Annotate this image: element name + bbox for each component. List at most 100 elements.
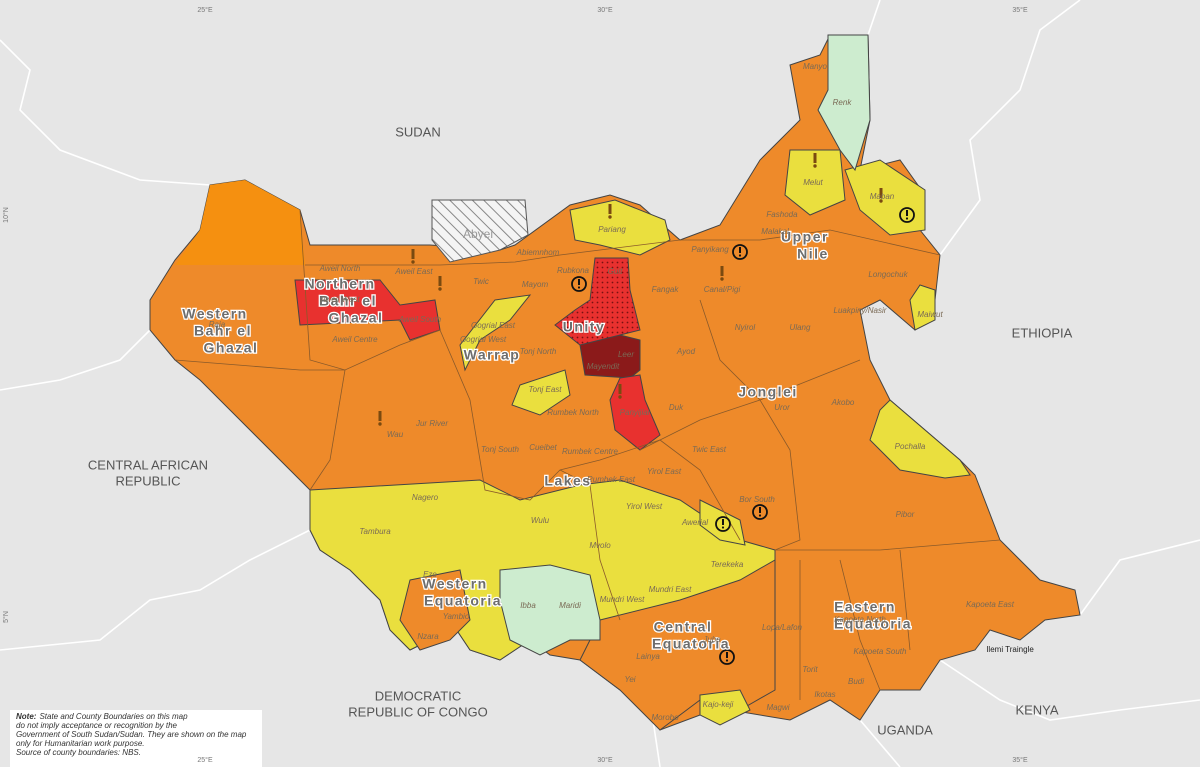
country-label: REPUBLIC (115, 473, 180, 488)
alert-dot (738, 254, 742, 257)
county-label: Mundri West (600, 595, 646, 604)
alert-mark (726, 652, 728, 658)
state-label: Bahr el (194, 323, 252, 339)
note-line: State and County Boundaries on this map (39, 712, 188, 721)
alert-mark (739, 247, 741, 253)
alert-mark (411, 249, 415, 259)
state-label: Northern (304, 276, 375, 292)
region-orange (399, 569, 471, 651)
note-text: Note: State and County Boundaries on this… (16, 712, 188, 721)
county-label: Kapoeta South (854, 647, 907, 656)
county-label: Abiemnhom (516, 248, 560, 257)
alert-dot (720, 277, 724, 281)
county-label: Maridi (559, 601, 581, 610)
county-label: Awerial (681, 518, 708, 527)
state-label: Equatoria (652, 636, 730, 652)
alert-mark (720, 266, 724, 276)
county-label: Tonj East (528, 385, 562, 394)
alert-mark (906, 210, 908, 216)
county-label: Gogrial East (471, 321, 516, 330)
county-label: Jur River (415, 419, 448, 428)
alert-circle (719, 649, 735, 665)
grid-label: 25°E (197, 6, 213, 14)
county-label: Gogrial West (460, 335, 507, 344)
county-label: Raja (209, 320, 226, 329)
note-text: Source of county boundaries: NBS. (16, 748, 141, 757)
region-green (817, 34, 871, 172)
county-label: Melut (803, 178, 823, 187)
county-label: Tambura (359, 527, 391, 536)
county-label: Rumbek North (547, 408, 599, 417)
alert-dot (725, 659, 729, 662)
county-label: Twic (473, 277, 489, 286)
county-label: Ikotas (814, 690, 835, 699)
grid-label: 10°N (2, 207, 10, 223)
alert-circle (752, 504, 768, 520)
county-label: Mundri East (649, 585, 692, 594)
county-label: Yirol West (626, 502, 663, 511)
county-label: Torit (802, 665, 818, 674)
state-label: Ghazal (204, 340, 259, 356)
country-label: DEMOCRATIC (375, 688, 461, 703)
state-label: Western (422, 576, 487, 592)
county-label: Yei (624, 675, 635, 684)
county-label: Juba (702, 635, 721, 644)
region-yellow (569, 199, 671, 256)
alert-mark (722, 519, 724, 525)
county-label: Canal/Pigi (704, 285, 741, 294)
county-label: Rumbek Centre (562, 447, 619, 456)
abyei (431, 199, 529, 263)
county-label: Ulang (790, 323, 811, 332)
south-sudan (149, 34, 1081, 731)
county-label: Tonj North (520, 347, 557, 356)
county-label: Budi (848, 677, 864, 686)
state-label: Upper (781, 229, 829, 245)
county-label: Wau (387, 430, 404, 439)
region-yellow (869, 399, 971, 479)
state-label: Ghazal (329, 310, 384, 326)
county-label: Yambio (443, 612, 470, 621)
grid-label: 35°E (1012, 756, 1028, 764)
labels: 25°E 25°E 30°E 30°E 35°E 35°E 10°N 5°N SUDAN ETHI… (2, 6, 1073, 764)
county-label: Pariang (598, 225, 626, 234)
county-label: Yirol East (647, 467, 682, 476)
state-label: Equatoria (834, 616, 912, 632)
county-label: Mayendit (587, 362, 620, 371)
state-label: Bahr el (319, 293, 377, 309)
alert-dot (608, 215, 612, 219)
alert-dot (411, 260, 415, 264)
county-label: Aweil South (398, 315, 442, 324)
county-label: Mvolo (589, 541, 611, 550)
region-yellow (784, 149, 846, 216)
alert-mark (879, 188, 883, 198)
county-label: Rumbek East (587, 475, 636, 484)
country-label: KENYA (1015, 702, 1058, 717)
note-text: do not imply acceptance or recognition b… (16, 721, 178, 730)
county-label: Terekeka (711, 560, 744, 569)
county-label: Cueibet (529, 443, 557, 452)
county-label: Malakal (761, 227, 789, 236)
state-label: Nile (797, 246, 829, 262)
state-label: Western (182, 306, 247, 322)
alert-circle (899, 207, 915, 223)
alert-icons (378, 153, 915, 665)
alert-dot (721, 526, 725, 529)
county-label: Maban (870, 192, 895, 201)
alert-circle (732, 244, 748, 260)
county-label: Fangak (652, 285, 680, 294)
country-label: SUDAN (395, 124, 441, 139)
county-label: Fashoda (766, 210, 798, 219)
county-label: Lainya (636, 652, 660, 661)
county-label: Guit (608, 267, 623, 276)
alert-mark (578, 279, 580, 285)
county-label: Renk (833, 98, 853, 107)
country-label: REPUBLIC OF CONGO (348, 704, 487, 719)
county-label: Panyijiar (620, 408, 651, 417)
grid-label: 35°E (1012, 6, 1028, 14)
county-label: Leer (618, 350, 634, 359)
state-label: Warrap (464, 347, 521, 363)
county-label: Aweil West (319, 295, 360, 304)
alert-mark (813, 153, 817, 163)
